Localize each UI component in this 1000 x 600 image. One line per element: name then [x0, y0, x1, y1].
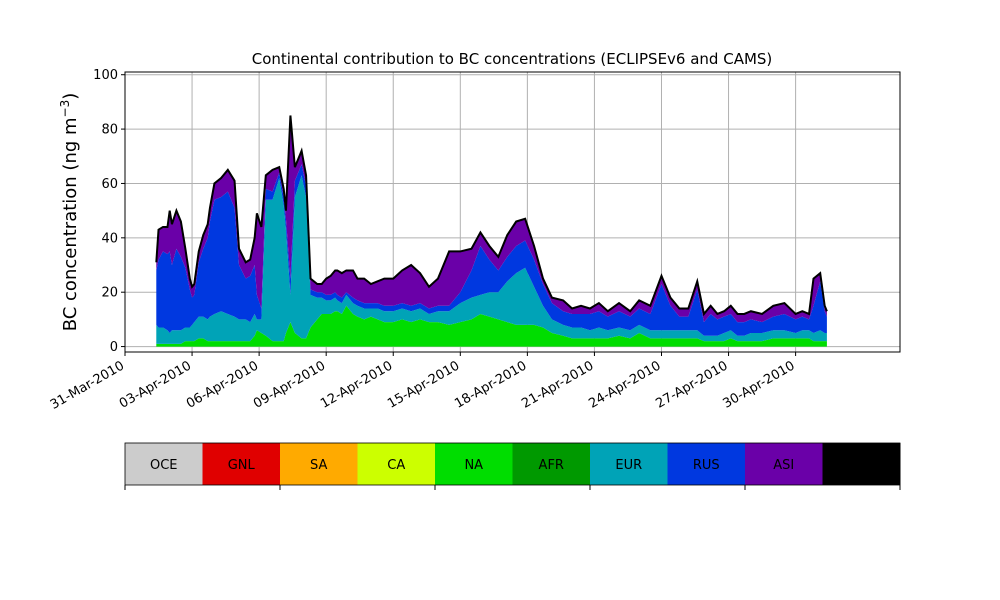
y-axis-label-main: BC concentration (ng m [60, 117, 81, 331]
legend-swatch-ca [357, 443, 436, 485]
legend-swatch-gnl [202, 443, 281, 485]
x-tick-label: 06-Apr-2010 [184, 358, 261, 411]
x-tick-label: 12-Apr-2010 [318, 358, 395, 411]
y-tick-label: 40 [101, 231, 118, 246]
area-series-rus [156, 164, 827, 336]
legend-label-sa: SA [310, 458, 327, 473]
x-tick-label: 27-Apr-2010 [653, 358, 730, 411]
chart-title: Continental contribution to BC concentra… [252, 50, 773, 68]
legend-swatch-aus [822, 443, 901, 485]
y-axis-label-suffix: ) [60, 93, 81, 100]
legend-colorbar: OCE GNL SA CA NA AFR EUR RUS ASI AUS [124, 442, 901, 490]
area-series-asi [156, 115, 827, 323]
legend-label-ca: CA [387, 458, 405, 473]
y-axis: 0 20 40 60 80 100 [93, 68, 125, 355]
legend-swatch-oce [125, 443, 203, 485]
x-tick-label: 24-Apr-2010 [586, 358, 663, 411]
y-tick-label: 60 [101, 177, 118, 192]
legend-swatch-rus [667, 443, 746, 485]
area-series-eur [156, 175, 827, 344]
legend-swatch-asi [745, 443, 823, 485]
y-tick-label: 0 [110, 340, 118, 355]
legend-swatch-eur [590, 443, 668, 485]
y-axis-label: BC concentration (ng m−3) [58, 93, 81, 332]
legend-frame [124, 442, 901, 486]
x-tick-label: 15-Apr-2010 [385, 358, 462, 411]
y-axis-label-superscript: −3 [58, 100, 72, 118]
x-tick-label: 18-Apr-2010 [452, 358, 529, 411]
x-tick-label: 31-Mar-2010 [48, 358, 127, 412]
legend-label-eur: EUR [615, 458, 642, 473]
legend-label-oce: OCE [150, 458, 178, 473]
x-tick-label: 21-Apr-2010 [519, 358, 596, 411]
y-tick-label: 100 [93, 68, 118, 83]
legend-label-afr: AFR [539, 458, 564, 473]
plot-frame [124, 71, 901, 353]
y-tick-label: 20 [101, 286, 118, 301]
x-tick-label: 09-Apr-2010 [251, 358, 328, 411]
x-axis: 31-Mar-201003-Apr-201006-Apr-201009-Apr-… [48, 352, 798, 413]
x-tick-label: 30-Apr-2010 [720, 358, 797, 411]
legend-label-rus: RUS [693, 458, 720, 473]
legend-swatch-sa [280, 443, 358, 485]
area-series-na [156, 305, 827, 347]
y-tick-label: 80 [101, 123, 118, 138]
legend-label-na: NA [464, 458, 483, 473]
total-concentration-line [155, 115, 828, 317]
legend-label-aus: AUS [848, 458, 875, 473]
legend-swatch-na [435, 443, 513, 485]
legend-label-gnl: GNL [228, 458, 256, 473]
stacked-areas [156, 115, 827, 347]
legend-swatch-afr [512, 443, 591, 485]
legend-label-asi: ASI [773, 458, 794, 473]
x-tick-label: 03-Apr-2010 [117, 358, 194, 411]
